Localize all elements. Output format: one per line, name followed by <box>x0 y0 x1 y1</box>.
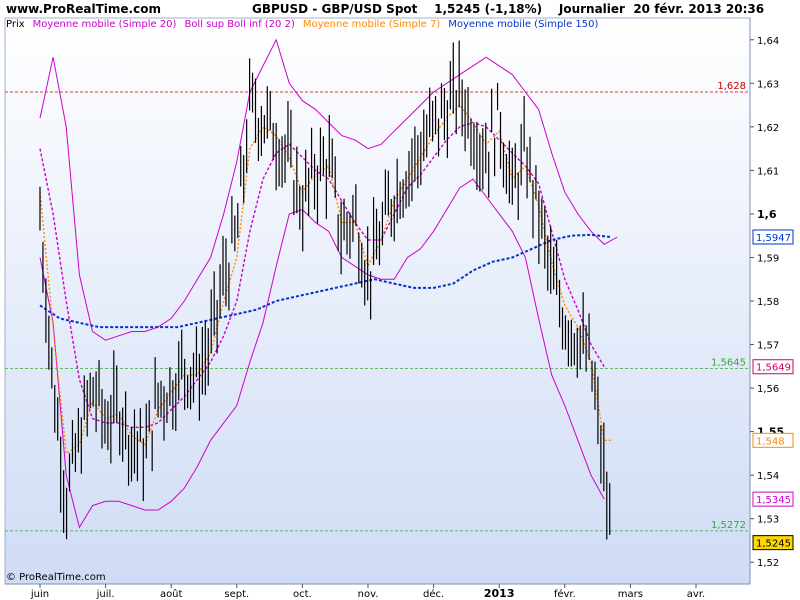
y-tick-label: 1,59 <box>757 253 779 264</box>
price-label-box <box>752 229 794 245</box>
y-tick-label: 1,64 <box>757 36 779 47</box>
x-tick-label: août <box>160 588 183 600</box>
header: www.ProRealTime.com GBPUSD - GBP/USD Spo… <box>0 0 800 18</box>
legend-item: Boll sup Boll inf (20 2) <box>184 19 295 30</box>
price-label: 1,5649 <box>756 363 791 374</box>
legend-item: Moyenne mobile (Simple 20) <box>32 19 177 30</box>
legend: Prix Moyenne mobile (Simple 20) Boll sup B… <box>6 19 606 30</box>
y-tick-label: 1,53 <box>757 515 779 526</box>
y-tick-label: 1,61 <box>757 166 779 177</box>
price-label-box <box>752 535 794 551</box>
y-tick-label: 1,63 <box>757 79 779 90</box>
x-tick-label: févr. <box>554 588 576 600</box>
price-label: 1,548 <box>756 436 785 447</box>
y-tick-label: 1,58 <box>757 297 779 308</box>
reference-line-label: 1,628 <box>717 81 746 92</box>
x-tick-label: 2013 <box>484 587 515 600</box>
reference-line-label: 1,5272 <box>711 520 746 531</box>
x-tick-label: sept. <box>224 589 249 600</box>
y-tick-label: 1,54 <box>757 471 779 482</box>
price-label: 1,5947 <box>756 233 791 244</box>
price-label: 1,5245 <box>756 539 791 550</box>
bolldn-line <box>39 178 605 529</box>
site-link[interactable]: www.ProRealTime.com <box>6 2 161 16</box>
reference-line-label: 1,5645 <box>711 357 746 368</box>
legend-item: Moyenne mobile (Simple 150) <box>448 19 599 30</box>
x-tick-label: nov. <box>358 589 379 600</box>
bollup-line <box>39 38 618 341</box>
x-tick-label: juil. <box>96 589 115 600</box>
price-label-box <box>752 432 794 448</box>
price-label: 1,5345 <box>756 495 791 506</box>
x-tick-label: juin <box>30 589 49 600</box>
price-label-box <box>752 491 794 507</box>
price-label-box <box>752 359 794 375</box>
y-tick-label: 1,56 <box>757 384 779 395</box>
legend-item: Prix <box>6 19 25 30</box>
legend-item: Moyenne mobile (Simple 7) <box>302 19 441 30</box>
x-tick-label: mars <box>618 589 643 600</box>
y-tick-label: 1,6 <box>757 208 777 221</box>
y-tick-label: 1,57 <box>757 341 779 352</box>
x-tick-label: oct. <box>293 589 312 600</box>
chart-title: GBPUSD - GBP/USD Spot 1,5245 (-1,18%) Jo… <box>252 2 765 16</box>
sma150-line <box>39 233 611 329</box>
plot-area <box>4 17 751 585</box>
x-tick-label: déc. <box>423 588 444 600</box>
y-tick-label: 1,52 <box>757 558 779 569</box>
x-tick-label: avr. <box>687 589 705 600</box>
copyright: © ProRealTime.com <box>6 572 106 583</box>
y-tick-label: 1,62 <box>757 123 779 134</box>
